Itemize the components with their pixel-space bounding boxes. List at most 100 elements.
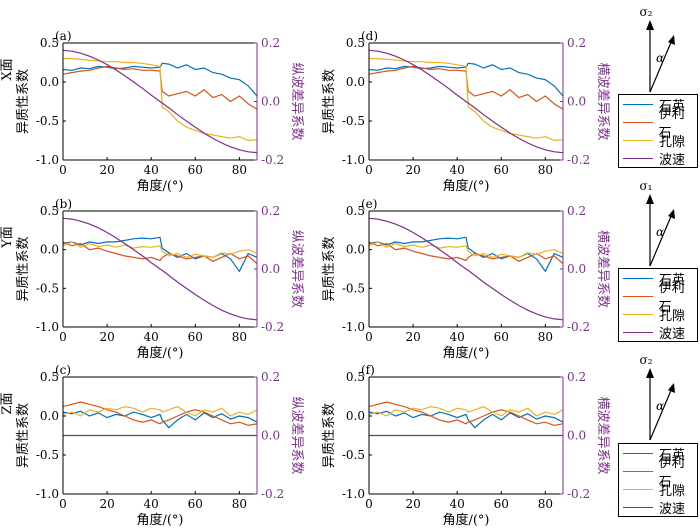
x-axis-label: 角度/(°) (136, 178, 183, 194)
y-right-axis-label: 横波差异系数 (595, 396, 610, 474)
x-tick-label: 40 (450, 330, 465, 344)
legend-item-illite: 伊利石 (619, 456, 697, 490)
angled-arrow (649, 387, 673, 441)
x-tick-label: 60 (188, 497, 203, 511)
chart-panel-c: 0 20 40 60 80 -1.0 -0.5 0.0 0.5 -0.2 0.0 0.2 (c) 角度/(… (0, 363, 304, 528)
y-axis-label: 异质性系数 (16, 403, 31, 468)
series-line-quartz (62, 236, 258, 273)
y-right-tick-label: -0.2 (261, 153, 284, 167)
y-right-tick-label: -0.2 (567, 487, 590, 501)
y-right-axis-label: 纵波差异系数 (289, 396, 304, 474)
y-right-tick-label: 0.0 (567, 262, 586, 276)
y-axis-label: 异质性系数 (322, 236, 337, 301)
y-tick-label: -1.0 (342, 153, 365, 167)
y-right-tick-label: 0.2 (567, 370, 586, 384)
legend-row-2: 石英 伊利石 孔隙 波速 (618, 268, 698, 342)
y-tick-label: 0.5 (346, 36, 365, 50)
x-tick-label: 40 (450, 163, 465, 177)
series-line-velocity (62, 49, 258, 154)
x-tick-label: 60 (494, 163, 509, 177)
series-line-quartz (368, 410, 564, 429)
x-tick-label: 0 (365, 163, 373, 177)
y-tick-label: -0.5 (342, 281, 365, 295)
y-axis-label: 异质性系数 (16, 69, 31, 134)
x-axis-label: 角度/(°) (442, 512, 489, 528)
series-line-quartz (62, 62, 258, 97)
y-right-tick-label: 0.2 (567, 204, 586, 218)
x-tick-label: 0 (59, 163, 67, 177)
chart-panel-e: 0 20 40 60 80 -1.0 -0.5 0.0 0.5 -0.2 0.0 0.2 (e) 角度/(… (322, 197, 610, 361)
angled-arrow-head (668, 35, 675, 45)
x-tick-label: 20 (405, 330, 420, 344)
y-tick-label: -1.0 (36, 320, 59, 334)
angled-arrow (649, 213, 673, 267)
y-right-tick-label: 0.0 (567, 429, 586, 443)
x-tick-label: 80 (538, 163, 553, 177)
x-axis-label: 角度/(°) (136, 345, 183, 361)
stress-diagram-row-2: σ₁ α (639, 179, 675, 267)
panel-label: (f) (361, 363, 375, 377)
alpha-label: α (656, 51, 664, 65)
y-right-tick-label: -0.2 (261, 320, 284, 334)
legend-item-velocity: 波速 (619, 323, 697, 342)
chart-panel-a: 0 20 40 60 80 -1.0 -0.5 0.0 0.5 -0.2 0.0 0.2 (a) 角度/(… (0, 29, 304, 194)
y-tick-label: -0.5 (342, 448, 365, 462)
x-tick-label: 80 (538, 330, 553, 344)
x-tick-label: 20 (405, 163, 420, 177)
x-axis-label: 角度/(°) (442, 178, 489, 194)
y-right-tick-label: 0.0 (261, 262, 280, 276)
series-line-quartz (368, 62, 564, 97)
y-tick-label: 0.5 (40, 204, 59, 218)
series-line-pore (63, 57, 258, 142)
x-tick-label: 60 (188, 163, 203, 177)
panel-label: (c) (55, 363, 71, 377)
chart-panel-f: 0 20 40 60 80 -1.0 -0.5 0.0 0.5 -0.2 0.0 0.2 (f) 角度/(… (322, 363, 610, 528)
y-tick-label: 0.0 (346, 409, 365, 423)
y-tick-label: 0.0 (346, 75, 365, 89)
y-right-tick-label: 0.0 (567, 95, 586, 109)
y-axis-label: 异质性系数 (16, 236, 31, 301)
y-tick-label: 0.5 (346, 370, 365, 384)
y-tick-label: -1.0 (342, 320, 365, 334)
x-axis-label: 角度/(°) (442, 345, 489, 361)
x-tick-label: 60 (494, 330, 509, 344)
sigma-label: σ₂ (639, 353, 652, 367)
legend-item-quartz: 石英 (619, 269, 697, 288)
x-tick-label: 40 (144, 497, 159, 511)
x-tick-label: 40 (144, 330, 159, 344)
alpha-label: α (656, 225, 664, 239)
y-tick-label: 0.5 (346, 204, 365, 218)
legend-item-illite: 伊利石 (619, 107, 697, 141)
y-right-tick-label: -0.2 (567, 320, 590, 334)
x-tick-label: 40 (144, 163, 159, 177)
y-right-tick-label: 0.0 (261, 429, 280, 443)
x-tick-label: 20 (405, 497, 420, 511)
y-tick-label: -0.5 (36, 114, 59, 128)
y-right-axis-label: 纵波差异系数 (289, 62, 304, 140)
panel-label: (a) (55, 29, 72, 43)
x-tick-label: 0 (365, 330, 373, 344)
series-line-illite (62, 241, 258, 265)
x-tick-label: 60 (494, 497, 509, 511)
x-tick-label: 80 (232, 163, 247, 177)
y-tick-label: -0.5 (36, 448, 59, 462)
face-label: X面 (0, 58, 15, 80)
series-line-pore (369, 57, 564, 142)
vertical-arrow-head (646, 194, 654, 204)
y-right-axis-label: 横波差异系数 (595, 230, 610, 308)
y-tick-label: -0.5 (36, 281, 59, 295)
chart-panel-d: 0 20 40 60 80 -1.0 -0.5 0.0 0.5 -0.2 0.0 0.2 (d) 角度/(… (322, 29, 610, 194)
y-axis-label: 异质性系数 (322, 403, 337, 468)
stress-diagram-row-1: σ₂ α (639, 5, 675, 93)
y-right-tick-label: -0.2 (567, 153, 590, 167)
legend-item-pore: 孔隙 (619, 305, 697, 324)
panel-label: (d) (361, 29, 378, 43)
x-tick-label: 20 (99, 163, 114, 177)
series-line-velocity (62, 217, 258, 321)
y-axis-label: 异质性系数 (322, 69, 337, 134)
legend-item-velocity: 波速 (619, 149, 697, 168)
y-tick-label: 0.0 (40, 409, 59, 423)
y-right-tick-label: 0.2 (261, 370, 280, 384)
series-line-illite (62, 401, 258, 427)
alpha-label: α (656, 399, 664, 413)
